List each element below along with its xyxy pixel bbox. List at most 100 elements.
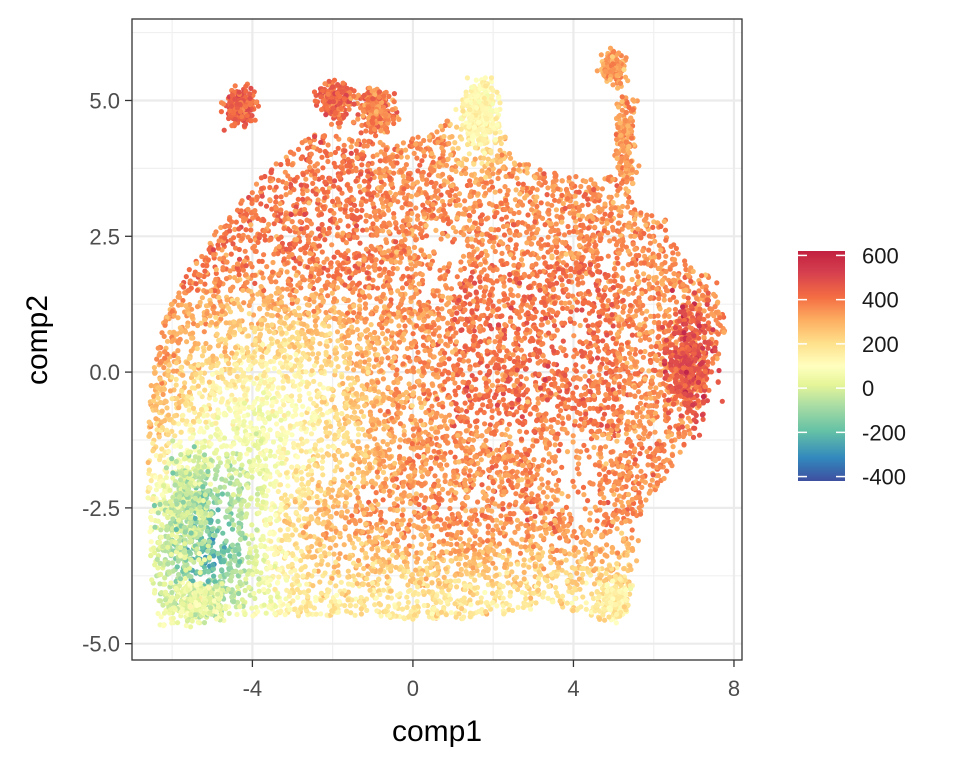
data-point	[404, 604, 410, 611]
data-point	[426, 253, 432, 259]
data-point	[545, 234, 551, 240]
data-point	[387, 454, 393, 460]
data-point	[299, 356, 305, 362]
data-point	[494, 603, 500, 609]
data-point	[299, 476, 305, 482]
data-point	[293, 272, 299, 278]
data-point	[523, 376, 530, 382]
data-point	[453, 202, 459, 208]
data-point	[461, 353, 467, 359]
data-point	[268, 538, 274, 544]
data-point	[489, 414, 495, 421]
data-point	[273, 205, 279, 211]
data-point	[559, 282, 565, 288]
data-point	[546, 467, 552, 473]
data-point	[148, 539, 154, 545]
data-point	[647, 384, 654, 390]
data-point	[467, 292, 473, 298]
data-point	[590, 254, 596, 260]
data-point	[196, 390, 203, 396]
data-point	[495, 227, 501, 233]
data-point	[508, 441, 514, 447]
data-point	[251, 457, 257, 463]
data-point	[340, 159, 346, 165]
data-point	[385, 594, 391, 600]
data-point	[315, 351, 322, 357]
data-point	[646, 274, 652, 280]
data-point	[531, 457, 537, 463]
data-point	[294, 357, 300, 363]
data-point	[565, 292, 572, 298]
data-point	[609, 544, 615, 551]
data-point	[415, 134, 421, 140]
data-point	[449, 183, 455, 189]
data-point	[296, 387, 302, 393]
data-point	[298, 548, 304, 554]
data-point	[148, 514, 154, 521]
data-point	[627, 392, 633, 398]
data-point	[628, 374, 634, 381]
data-point	[575, 461, 582, 467]
data-point	[506, 446, 512, 452]
data-point	[320, 165, 326, 171]
data-point	[241, 300, 247, 306]
data-point	[519, 414, 525, 420]
data-point	[252, 595, 258, 602]
data-point	[636, 490, 642, 496]
data-point	[458, 267, 464, 273]
data-point	[254, 553, 260, 559]
data-point	[253, 431, 259, 437]
data-point	[304, 554, 311, 560]
data-point	[245, 446, 252, 452]
data-point	[319, 174, 325, 180]
data-point	[416, 356, 422, 362]
data-point	[513, 491, 519, 497]
data-point	[298, 363, 304, 369]
data-point	[507, 318, 513, 324]
data-point	[259, 396, 265, 402]
data-point	[221, 443, 227, 449]
data-point	[242, 535, 248, 541]
data-point	[363, 328, 369, 334]
data-point	[475, 600, 481, 606]
data-point	[263, 610, 269, 616]
data-point	[551, 188, 557, 194]
data-point	[471, 161, 477, 167]
data-point	[681, 429, 688, 435]
data-point	[578, 229, 584, 235]
data-point	[386, 447, 392, 453]
data-point	[661, 218, 667, 225]
data-point	[261, 252, 267, 258]
data-point	[649, 477, 655, 483]
data-point	[416, 432, 422, 438]
data-point	[340, 425, 346, 431]
data-point	[285, 526, 291, 533]
data-point	[493, 565, 499, 571]
data-point	[447, 505, 453, 512]
data-point	[599, 186, 606, 192]
data-point	[545, 185, 551, 191]
data-point	[331, 183, 337, 189]
data-point	[670, 250, 676, 256]
data-point	[497, 129, 503, 135]
data-point	[377, 408, 383, 414]
data-point	[265, 390, 271, 396]
data-point	[453, 401, 459, 407]
data-point	[640, 354, 647, 360]
data-point	[556, 448, 562, 454]
data-point	[182, 380, 188, 386]
data-point	[491, 239, 497, 245]
data-point	[379, 356, 385, 362]
data-point	[234, 611, 240, 618]
data-point	[383, 147, 389, 153]
data-point	[308, 431, 315, 437]
data-point	[501, 364, 507, 370]
data-point	[566, 229, 572, 235]
data-point	[558, 300, 565, 306]
data-point	[575, 489, 581, 495]
data-point	[396, 323, 402, 329]
data-point	[336, 320, 342, 326]
data-point	[583, 600, 589, 606]
data-point	[518, 436, 525, 442]
